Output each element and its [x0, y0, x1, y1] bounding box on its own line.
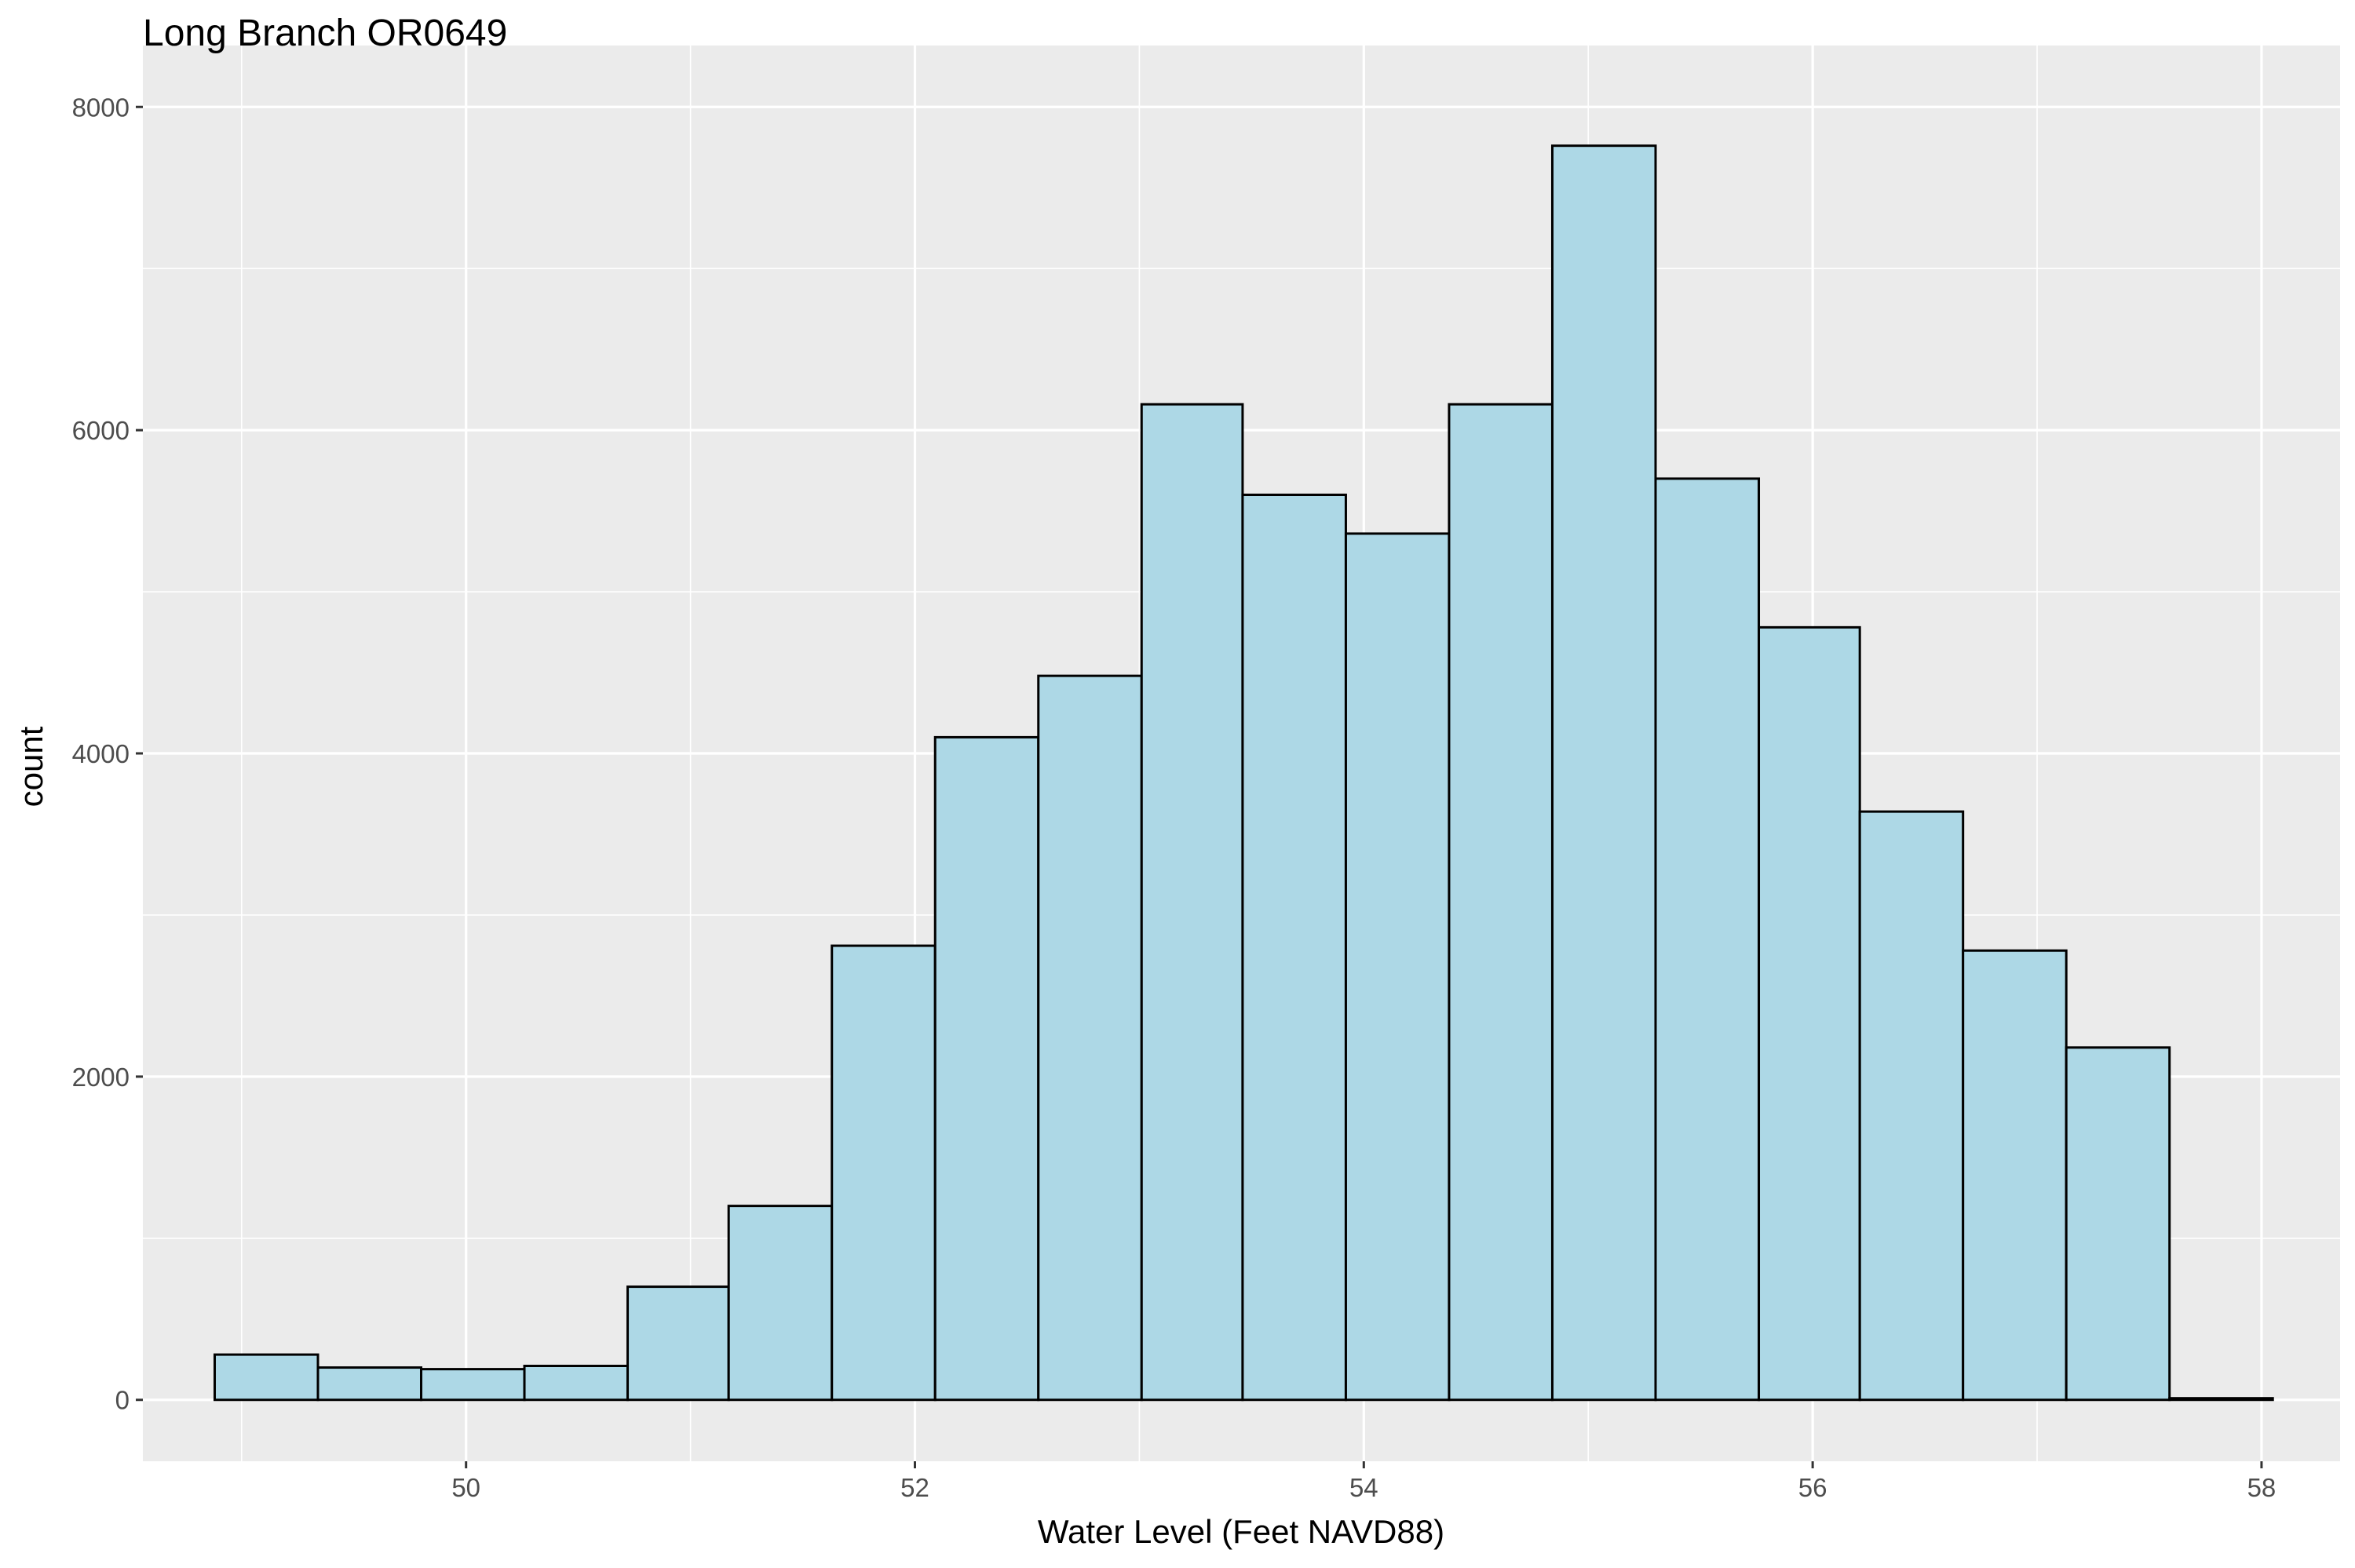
histogram-bar	[1962, 949, 2068, 1402]
y-axis-title: count	[13, 726, 49, 807]
histogram-bar	[1037, 674, 1143, 1402]
histogram-bar	[1140, 403, 1244, 1402]
x-tick-label: 54	[1349, 1473, 1378, 1502]
x-tick-label: 52	[900, 1473, 929, 1502]
histogram-bar	[523, 1364, 630, 1402]
x-tick-label: 50	[451, 1473, 480, 1502]
histogram-bar	[727, 1205, 834, 1402]
histogram-bar	[1448, 403, 1554, 1402]
histogram-bar	[626, 1285, 730, 1402]
histogram-bar	[831, 944, 937, 1402]
histogram-bar	[2065, 1046, 2171, 1402]
chart-title: Long Branch OR0649	[143, 13, 507, 54]
y-tick-label: 2000	[72, 1063, 130, 1092]
histogram-bar	[1344, 532, 1451, 1402]
axis-tick-labels: 50 52 54 56 58 0 2000 4000 6000 8000	[72, 93, 2276, 1502]
histogram-bar	[420, 1368, 526, 1402]
y-tick-label: 6000	[72, 416, 130, 445]
y-tick-label: 4000	[72, 739, 130, 768]
histogram-bars	[213, 144, 2274, 1402]
histogram-bar	[213, 1353, 319, 1402]
x-axis-title: Water Level (Feet NAVD88)	[1038, 1513, 1444, 1550]
x-tick-label: 58	[2247, 1473, 2276, 1502]
histogram-bar	[1654, 477, 1761, 1402]
histogram-bar	[316, 1366, 423, 1402]
histogram-bar	[2168, 1397, 2274, 1402]
axis-ticks	[136, 105, 2263, 1468]
y-tick-label: 0	[115, 1386, 130, 1415]
histogram-bar	[1241, 494, 1347, 1402]
y-tick-label: 8000	[72, 93, 130, 122]
x-tick-label: 56	[1798, 1473, 1827, 1502]
histogram-bar	[1858, 810, 1965, 1402]
histogram-bar	[933, 735, 1040, 1402]
histogram-bar	[1550, 144, 1657, 1402]
histogram-bar	[1758, 625, 1861, 1402]
